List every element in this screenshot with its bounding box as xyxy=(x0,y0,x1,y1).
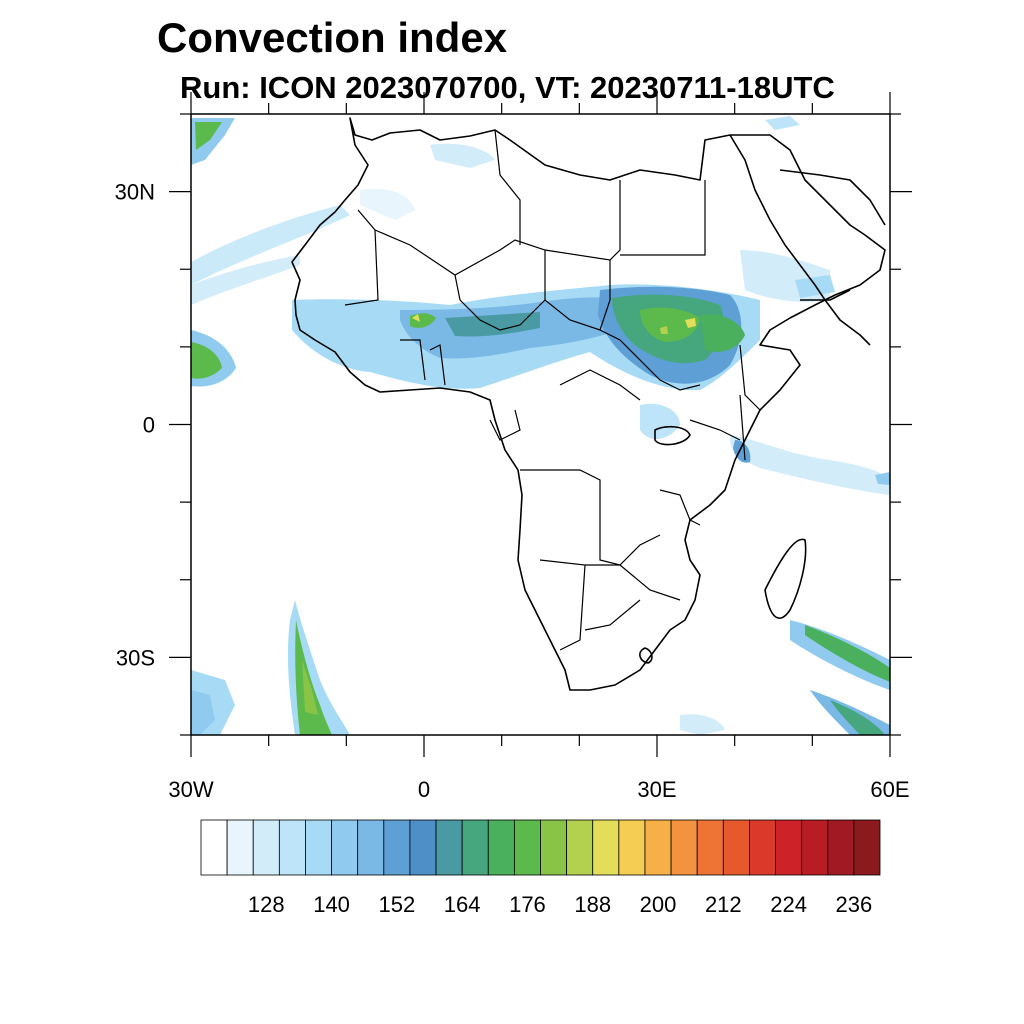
colorbar-label: 140 xyxy=(313,892,350,917)
colorbar-label: 212 xyxy=(705,892,742,917)
colorbar-swatch xyxy=(696,819,724,876)
colorbar-label: 200 xyxy=(640,892,677,917)
colorbar-swatch xyxy=(305,819,332,876)
colorbar-label: 164 xyxy=(444,892,481,917)
colorbar-swatch xyxy=(566,819,594,876)
colorbar-swatch xyxy=(618,819,646,876)
colorbar-swatch xyxy=(592,819,620,876)
colorbar-swatch xyxy=(226,819,254,876)
colorbar-swatch xyxy=(644,819,672,876)
colorbar xyxy=(200,819,881,876)
x-tick-label: 60E xyxy=(870,777,909,802)
colorbar-label: 224 xyxy=(770,892,807,917)
axis-ticks xyxy=(169,92,912,757)
y-tick-label: 0 xyxy=(143,413,155,438)
map-subtitle: Run: ICON 2023070700, VT: 20230711-18UTC xyxy=(180,70,835,105)
axis-tick-labels: 30W 0 30E 60E 30N 0 30S xyxy=(115,180,910,802)
colorbar-swatch xyxy=(722,819,750,876)
colorbar-label: 152 xyxy=(379,892,416,917)
colorbar-swatch xyxy=(801,819,829,876)
x-tick-label: 30W xyxy=(168,777,213,802)
colorbar-swatch xyxy=(252,819,280,876)
colorbar-swatch xyxy=(200,819,228,876)
colorbar-swatch xyxy=(357,819,385,876)
y-tick-label: 30S xyxy=(116,645,155,670)
colorbar-swatch xyxy=(383,819,411,876)
colorbar-swatch xyxy=(853,819,881,876)
coastlines xyxy=(291,117,886,691)
y-tick-label: 30N xyxy=(115,180,155,205)
colorbar-swatch xyxy=(749,819,776,876)
colorbar-swatch xyxy=(409,819,437,876)
colorbar-swatch xyxy=(540,819,568,876)
colorbar-swatch xyxy=(513,819,541,876)
convection-field xyxy=(191,116,890,735)
colorbar-label: 128 xyxy=(248,892,285,917)
x-tick-label: 0 xyxy=(418,777,430,802)
colorbar-label: 188 xyxy=(574,892,611,917)
colorbar-swatch xyxy=(278,819,306,876)
country-borders xyxy=(344,129,761,651)
map-title: Convection index xyxy=(157,14,508,61)
colorbar-swatch xyxy=(487,819,515,876)
colorbar-swatch xyxy=(670,819,698,876)
colorbar-label: 176 xyxy=(509,892,546,917)
colorbar-swatch xyxy=(775,819,803,876)
colorbar-swatch xyxy=(435,819,463,876)
x-tick-label: 30E xyxy=(637,777,676,802)
colorbar-swatch xyxy=(827,819,855,876)
colorbar-labels: 128 140 152 164 176 188 200 212 224 236 xyxy=(248,892,872,917)
colorbar-label: 236 xyxy=(836,892,873,917)
colorbar-swatch xyxy=(331,819,359,876)
colorbar-swatch xyxy=(461,819,489,876)
